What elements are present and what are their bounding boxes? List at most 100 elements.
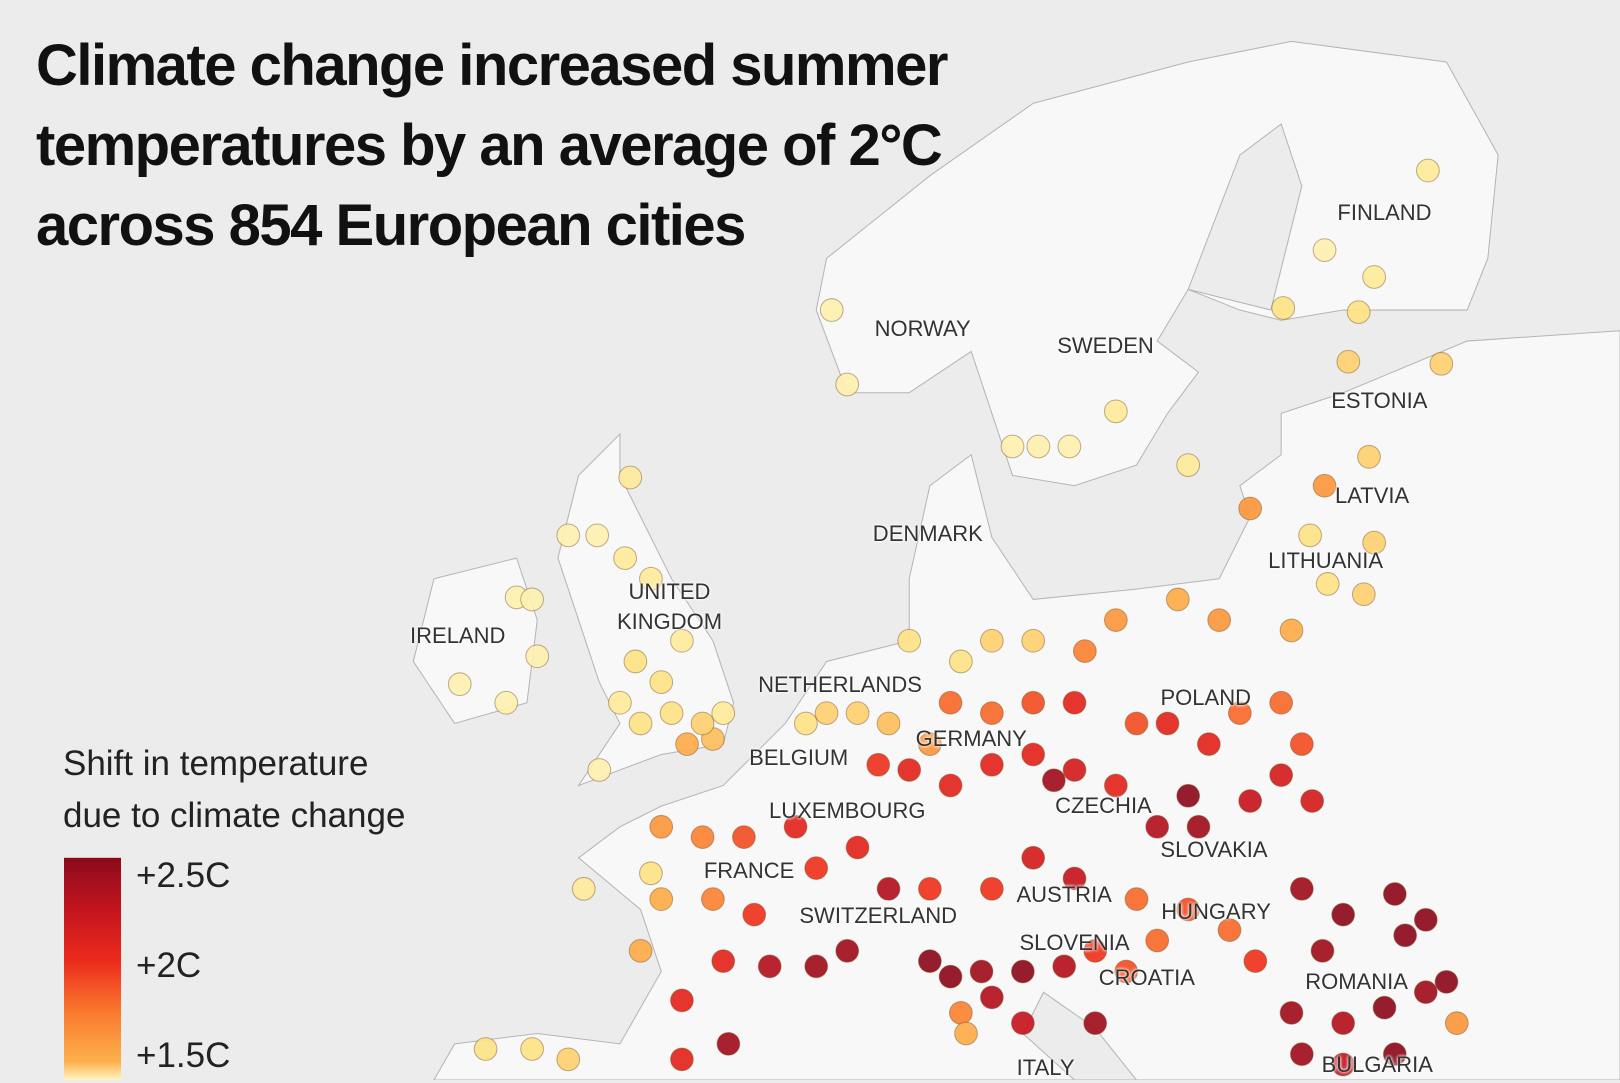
city-dot bbox=[1372, 995, 1397, 1020]
city-dot bbox=[1346, 300, 1371, 325]
city-dot bbox=[938, 773, 963, 798]
city-dot bbox=[1362, 530, 1387, 555]
city-dot bbox=[1124, 887, 1149, 912]
city-dot bbox=[835, 938, 860, 963]
city-dot bbox=[938, 964, 963, 989]
country-label: SWITZERLAND bbox=[799, 902, 958, 928]
city-dot bbox=[608, 690, 632, 715]
city-dot bbox=[979, 701, 1004, 726]
country-label: NORWAY bbox=[874, 315, 971, 341]
country-label: ROMANIA bbox=[1305, 968, 1408, 994]
legend-tick-label: +1.5C bbox=[136, 1036, 231, 1076]
city-dot bbox=[670, 1047, 694, 1072]
city-dot bbox=[969, 959, 994, 984]
legend-tick-label: +2C bbox=[136, 946, 202, 986]
country-label: LUXEMBOURG bbox=[768, 798, 926, 824]
legend-title-line: due to climate change bbox=[63, 796, 406, 835]
land bbox=[815, 40, 1499, 487]
city-dot bbox=[447, 672, 472, 697]
city-dot bbox=[1176, 897, 1201, 922]
legend-tick-label: +2.5C bbox=[136, 856, 231, 896]
city-dot bbox=[732, 825, 756, 850]
city-dot bbox=[1434, 969, 1459, 994]
city-dot bbox=[897, 758, 922, 782]
city-dot bbox=[876, 876, 901, 901]
city-dot bbox=[716, 1031, 741, 1056]
city-dot bbox=[1103, 399, 1128, 424]
country-label: CROATIA bbox=[1098, 964, 1195, 990]
city-dot bbox=[1310, 938, 1335, 963]
city-dot bbox=[520, 587, 544, 612]
city-dot bbox=[670, 988, 694, 1013]
city-dot bbox=[690, 825, 715, 850]
country-label: LITHUANIA bbox=[1268, 548, 1384, 574]
city-dot bbox=[1269, 763, 1294, 788]
city-dot bbox=[876, 711, 901, 736]
city-dot bbox=[613, 546, 637, 570]
city-dot bbox=[1057, 434, 1082, 459]
country-label: GERMANY bbox=[915, 725, 1027, 751]
title: Climate change increased summer temperat… bbox=[36, 26, 948, 266]
country-label: SWEDEN bbox=[1057, 333, 1154, 359]
city-dot bbox=[1186, 814, 1211, 839]
city-dot bbox=[1103, 608, 1128, 632]
city-dot bbox=[979, 985, 1004, 1010]
cities bbox=[447, 158, 1469, 1077]
city-dot bbox=[1271, 296, 1296, 320]
city-dot bbox=[1114, 959, 1139, 984]
city-dot bbox=[1000, 434, 1025, 459]
city-dot bbox=[1176, 783, 1201, 808]
country-label: SLOVENIA bbox=[1019, 929, 1130, 955]
city-dot bbox=[690, 711, 715, 736]
city-dot bbox=[1382, 882, 1407, 906]
city-dot bbox=[1217, 918, 1242, 943]
city-dot bbox=[1021, 845, 1046, 870]
city-dot bbox=[979, 628, 1004, 653]
city-dot bbox=[1269, 690, 1294, 715]
city-dot bbox=[917, 876, 942, 901]
city-dot bbox=[1289, 1042, 1314, 1067]
city-dot bbox=[804, 954, 829, 979]
country-label: BULGARIA bbox=[1321, 1051, 1433, 1077]
city-dot bbox=[1357, 444, 1381, 469]
city-dot bbox=[1062, 758, 1087, 782]
city-dot bbox=[783, 814, 808, 839]
city-dot bbox=[639, 861, 663, 886]
country-label: BELGIUM bbox=[749, 744, 849, 770]
city-dot bbox=[585, 523, 610, 548]
city-dot bbox=[1052, 954, 1077, 979]
sea bbox=[1187, 123, 1303, 311]
city-dot bbox=[628, 711, 653, 736]
city-dot bbox=[835, 372, 860, 397]
country-label: LATVIA bbox=[1334, 483, 1410, 509]
title-line: Climate change increased summer bbox=[36, 33, 948, 98]
city-dot bbox=[1315, 572, 1340, 596]
city-dot bbox=[1413, 980, 1438, 1005]
legend-title: Shift in temperature due to climate chan… bbox=[63, 738, 405, 842]
city-dot bbox=[1279, 1000, 1304, 1025]
city-dot bbox=[814, 701, 839, 726]
city-dot bbox=[1416, 158, 1440, 183]
city-dot bbox=[1021, 628, 1046, 653]
country-label: DENMARK bbox=[872, 521, 983, 547]
city-dot bbox=[1300, 789, 1325, 813]
city-dot bbox=[1298, 523, 1322, 548]
title-line: temperatures by an average of 2°C bbox=[36, 113, 943, 178]
city-dot bbox=[639, 566, 663, 591]
city-dot bbox=[494, 690, 519, 715]
city-dot bbox=[979, 752, 1004, 777]
city-dot bbox=[954, 1021, 978, 1046]
city-dot bbox=[845, 835, 870, 860]
city-dot bbox=[473, 1037, 498, 1061]
city-dot bbox=[628, 938, 653, 963]
city-dot bbox=[1312, 473, 1337, 498]
city-dot bbox=[520, 1037, 544, 1061]
city-dot bbox=[1083, 1011, 1108, 1036]
city-dot bbox=[757, 954, 782, 979]
country-label: AUSTRIA bbox=[1016, 882, 1112, 907]
city-dot bbox=[1351, 582, 1376, 607]
city-dot bbox=[623, 649, 648, 674]
city-dot bbox=[587, 758, 612, 782]
